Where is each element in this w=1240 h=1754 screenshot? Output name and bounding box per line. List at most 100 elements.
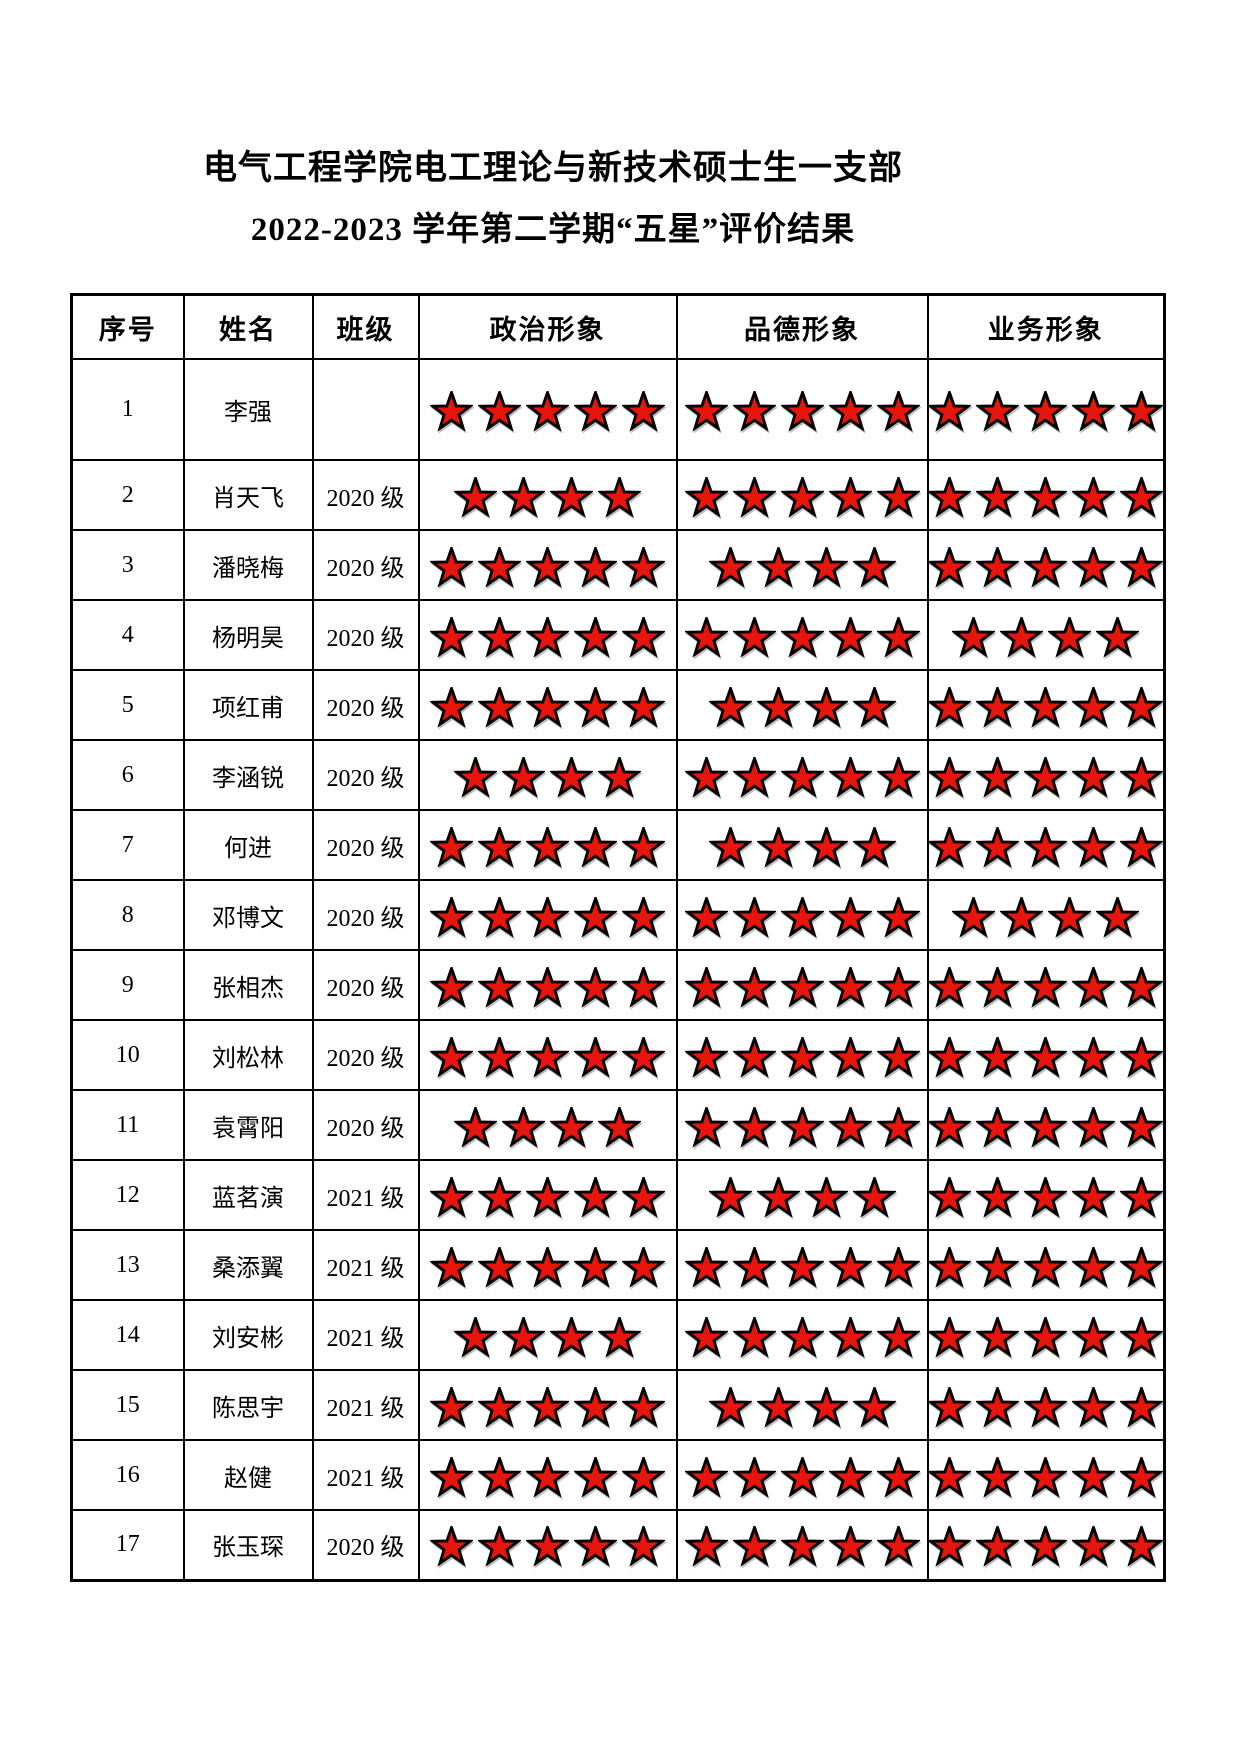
- star-icon: [976, 686, 1020, 728]
- star-icon: [732, 616, 776, 658]
- star-icon: [478, 1456, 521, 1498]
- star-icon: [1000, 896, 1044, 938]
- star-icon: [622, 966, 665, 1008]
- political-rating-cell: [417, 459, 678, 531]
- star-icon: [1120, 826, 1163, 868]
- table-row: 6 李涵锐 2020 级: [70, 739, 1166, 811]
- student-name: 刘松林: [182, 1019, 314, 1091]
- professional-rating-cell: [926, 459, 1166, 531]
- star-icon: [574, 391, 617, 432]
- star-icon: [622, 1246, 665, 1288]
- star-icon: [876, 1316, 920, 1358]
- class-year: 2020 级: [311, 879, 420, 951]
- star-icon: [929, 1316, 972, 1358]
- star-icon: [732, 1526, 776, 1568]
- star-icon: [430, 1176, 473, 1218]
- table-row: 12 蓝茗演 2021 级: [70, 1159, 1166, 1231]
- star-icon: [852, 1176, 896, 1218]
- row-number: 4: [70, 599, 185, 671]
- table-row: 8 邓博文 2020 级: [70, 879, 1166, 951]
- star-icon: [1120, 1246, 1163, 1288]
- star-icon: [430, 391, 473, 432]
- star-icon: [976, 1526, 1020, 1568]
- moral-rating-cell: [675, 1369, 929, 1441]
- political-rating-cell: [417, 809, 678, 881]
- student-name: 陈思宇: [182, 1369, 314, 1441]
- moral-stars: [679, 1522, 926, 1568]
- star-icon: [876, 476, 920, 518]
- row-number: 11: [70, 1089, 185, 1161]
- star-icon: [430, 966, 473, 1008]
- star-icon: [876, 1456, 920, 1498]
- header-political-image: 政治形象: [417, 293, 678, 360]
- star-icon: [828, 966, 872, 1008]
- row-number: 3: [70, 529, 185, 601]
- star-icon: [876, 896, 920, 938]
- moral-stars: [679, 1243, 926, 1288]
- star-icon: [732, 1246, 776, 1288]
- star-icon: [976, 756, 1020, 798]
- star-icon: [430, 826, 473, 868]
- star-icon: [804, 546, 848, 588]
- political-rating-cell: [417, 358, 678, 461]
- table-header-row: 序号 姓名 班级 政治形象 品德形象 业务形象: [70, 293, 1166, 360]
- moral-rating-cell: [675, 1019, 929, 1091]
- star-icon: [1072, 1176, 1116, 1218]
- star-icon: [828, 1456, 872, 1498]
- star-icon: [1120, 1106, 1163, 1148]
- star-icon: [684, 966, 728, 1008]
- star-icon: [478, 966, 521, 1008]
- star-icon: [430, 896, 473, 938]
- professional-rating-cell: [926, 879, 1166, 951]
- moral-rating-cell: [675, 1229, 929, 1301]
- star-icon: [622, 1526, 665, 1568]
- star-icon: [684, 756, 728, 798]
- class-year: 2020 级: [311, 669, 420, 741]
- political-rating-cell: [417, 1439, 678, 1511]
- star-icon: [1072, 1386, 1116, 1428]
- star-icon: [1120, 1526, 1163, 1568]
- star-icon: [756, 826, 800, 868]
- star-icon: [478, 1246, 521, 1288]
- star-icon: [454, 1106, 497, 1148]
- star-icon: [574, 1526, 617, 1568]
- political-rating-cell: [417, 599, 678, 671]
- star-icon: [780, 1246, 824, 1288]
- star-icon: [598, 1106, 641, 1148]
- class-year: 2020 级: [311, 739, 420, 811]
- header-class: 班级: [311, 293, 420, 360]
- star-icon: [828, 1036, 872, 1078]
- star-icon: [478, 391, 521, 432]
- star-icon: [550, 1106, 593, 1148]
- star-icon: [1096, 616, 1140, 658]
- star-icon: [828, 1316, 872, 1358]
- class-year: 2021 级: [311, 1439, 420, 1511]
- star-icon: [780, 616, 824, 658]
- table-row: 13 桑添翼 2021 级: [70, 1229, 1166, 1301]
- political-stars: [421, 1313, 675, 1358]
- star-icon: [1120, 1176, 1163, 1218]
- star-icon: [976, 476, 1020, 518]
- table-row: 4 杨明昊 2020 级: [70, 599, 1166, 671]
- star-icon: [1120, 966, 1163, 1008]
- political-stars: [421, 387, 675, 432]
- star-icon: [1072, 966, 1116, 1008]
- star-icon: [1072, 826, 1116, 868]
- row-number: 10: [70, 1019, 185, 1091]
- star-icon: [526, 1456, 569, 1498]
- moral-stars: [679, 1313, 926, 1358]
- political-stars: [421, 1522, 675, 1568]
- star-icon: [1072, 756, 1116, 798]
- star-icon: [430, 1456, 473, 1498]
- star-icon: [976, 1386, 1020, 1428]
- star-icon: [1072, 1456, 1116, 1498]
- table-row: 5 项红甫 2020 级: [70, 669, 1166, 741]
- professional-rating-cell: [926, 809, 1166, 881]
- star-icon: [622, 1036, 665, 1078]
- star-icon: [622, 686, 665, 728]
- star-icon: [952, 896, 996, 938]
- star-icon: [684, 896, 728, 938]
- row-number: 5: [70, 669, 185, 741]
- political-rating-cell: [417, 1369, 678, 1441]
- political-stars: [421, 543, 675, 588]
